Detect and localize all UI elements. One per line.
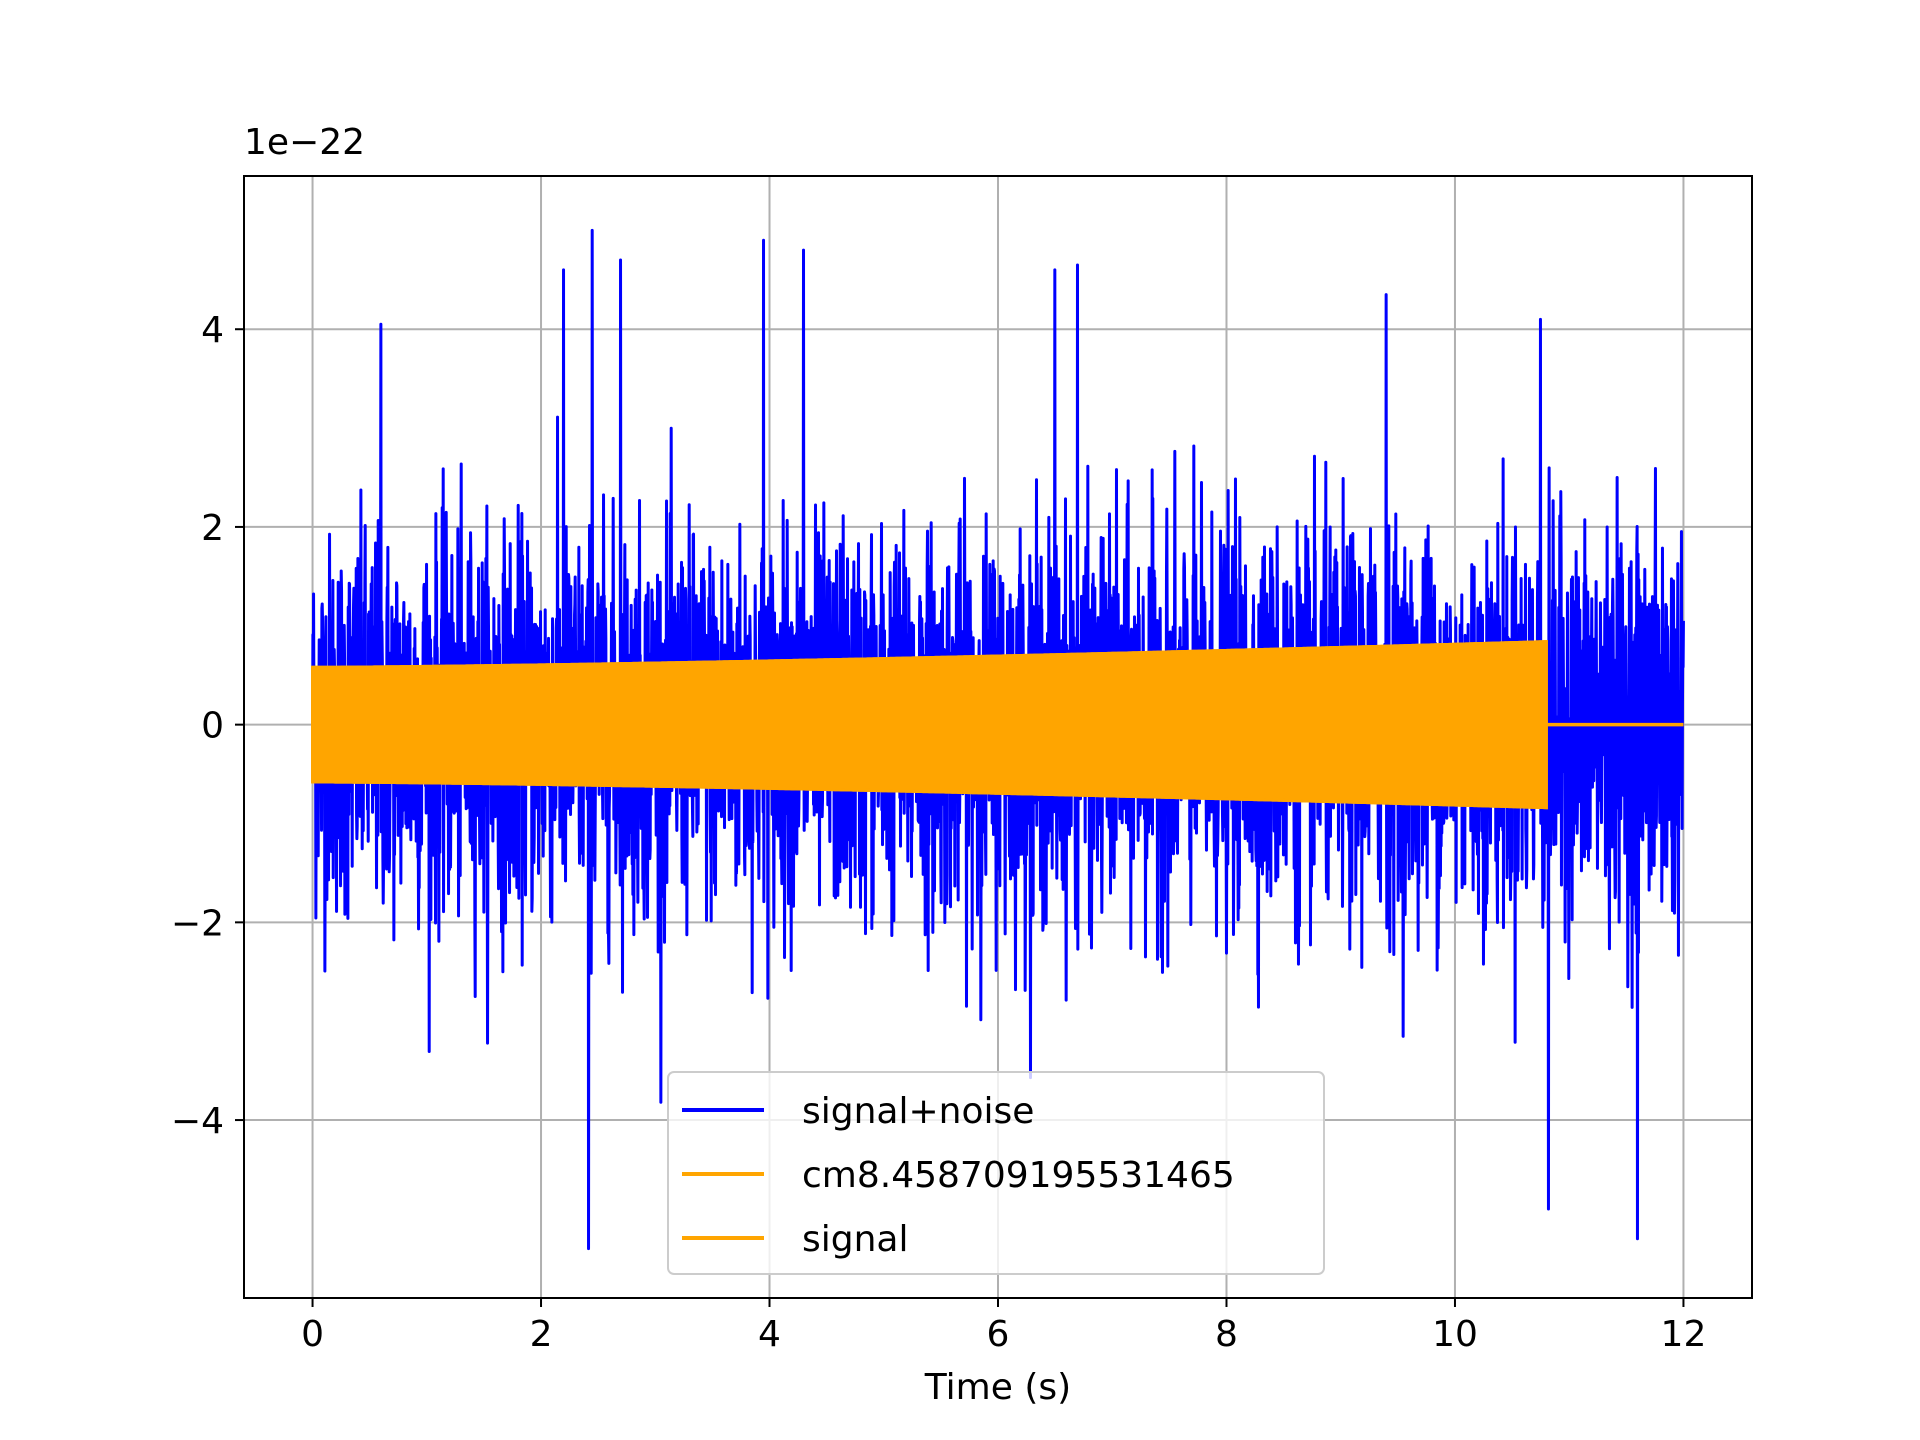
x-tick-label: 4	[758, 1314, 781, 1355]
x-tick-label: 0	[301, 1314, 324, 1355]
x-tick-label: 10	[1432, 1314, 1478, 1355]
legend-box	[667, 1071, 1325, 1275]
y-offset-label: 1e−22	[244, 122, 365, 163]
x-tick-label: 12	[1661, 1314, 1707, 1355]
y-tick-label: 2	[201, 508, 224, 549]
y-tick-label: 0	[201, 706, 224, 747]
series-layer	[311, 228, 1685, 1251]
x-tick-label: 6	[987, 1314, 1010, 1355]
y-tick-label: −2	[171, 903, 224, 944]
x-tick-label: 8	[1215, 1314, 1238, 1355]
series-signal-envelope	[311, 640, 1548, 810]
x-tick-label: 2	[530, 1314, 553, 1355]
ticks: 0 2 4 6 8 10 12 −4 −2 0 2 4	[171, 310, 1706, 1355]
legend-label: cm8.458709195531465	[802, 1155, 1235, 1196]
legend-label: signal+noise	[802, 1091, 1034, 1132]
x-axis-label: Time (s)	[924, 1367, 1071, 1408]
y-tick-label: 4	[201, 310, 224, 351]
legend: signal+noise cm8.458709195531465 signal	[667, 1071, 1325, 1275]
legend-label: signal	[802, 1219, 909, 1260]
y-tick-label: −4	[171, 1101, 224, 1142]
